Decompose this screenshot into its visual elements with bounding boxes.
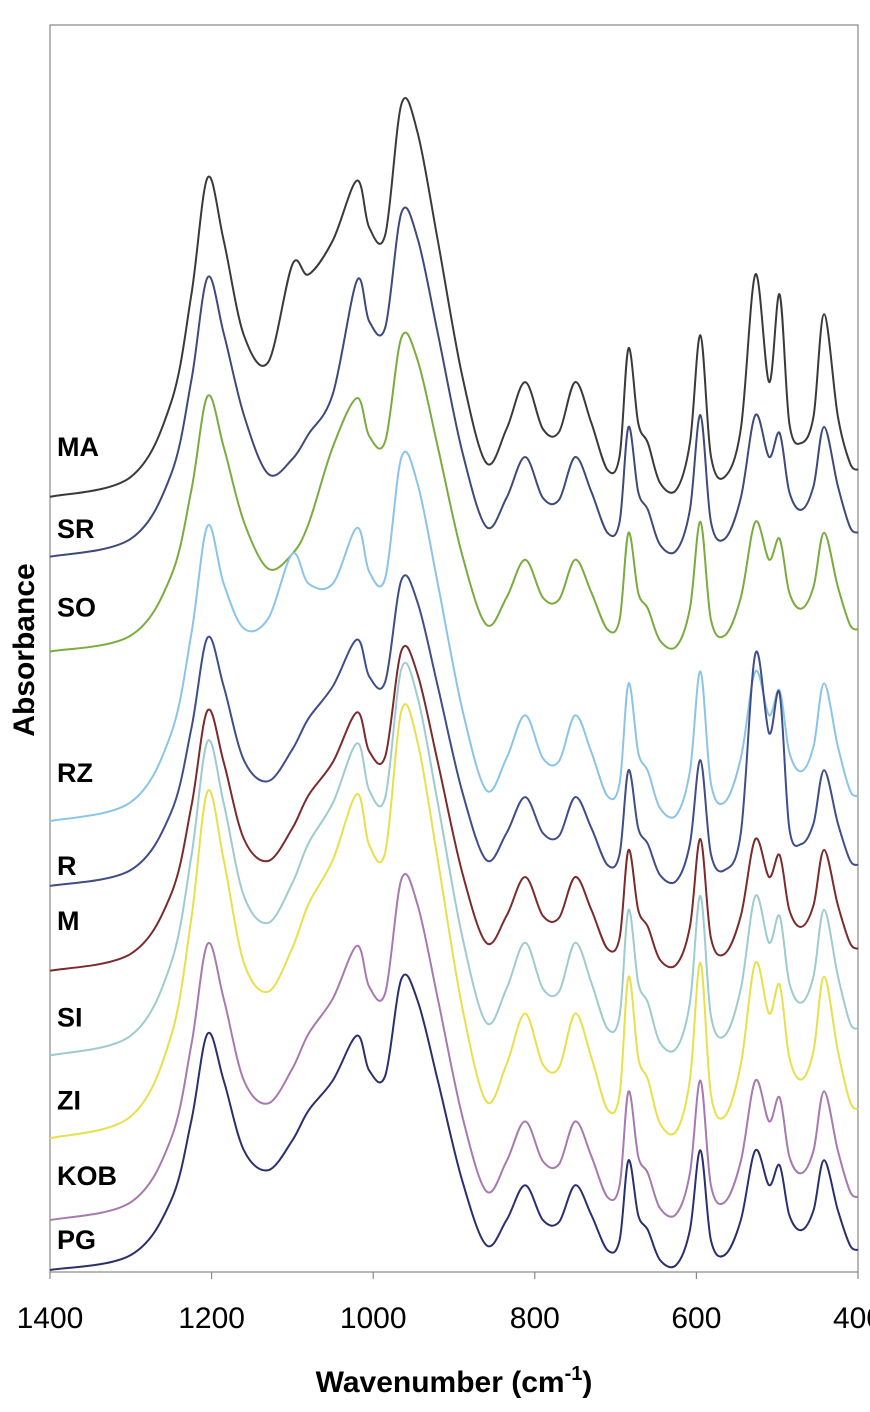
series-label: RZ [57, 758, 93, 788]
series-label: PG [57, 1225, 96, 1255]
series-label: MA [57, 432, 99, 462]
spectrum-line [49, 450, 859, 823]
series-label: SI [57, 1003, 83, 1033]
spectrum-line [49, 97, 859, 498]
spectrum-line [49, 331, 859, 653]
spectrum-line [49, 872, 859, 1222]
x-tick-label: 1000 [340, 1302, 407, 1335]
x-tick-label: 1200 [178, 1302, 245, 1335]
x-axis-title-sup: -1 [565, 1363, 583, 1385]
series-label: SO [57, 593, 96, 623]
spectrum-line [49, 661, 859, 1057]
series-label: KOB [57, 1161, 117, 1191]
x-axis-title: Wavenumber (cm-1) [316, 1363, 593, 1399]
spectrum-line [49, 703, 859, 1140]
x-tick-label: 1400 [17, 1302, 84, 1335]
spectrum-line [49, 644, 859, 972]
x-axis-title-end: ) [582, 1366, 592, 1399]
x-tick-label: 800 [510, 1302, 560, 1335]
series-label: ZI [57, 1085, 81, 1115]
plot-frame [49, 24, 859, 1273]
spectrum-line [49, 973, 859, 1271]
spectrum-line [49, 574, 859, 887]
spectrum-line [49, 206, 859, 558]
series-label: R [57, 851, 77, 881]
series-label: M [57, 906, 80, 936]
x-tick-label: 400 [833, 1302, 870, 1335]
x-axis-title-text: Wavenumber (cm [316, 1366, 565, 1399]
y-axis-title: Absorbance [8, 563, 41, 736]
series-label: SR [57, 514, 95, 544]
x-tick-label: 600 [671, 1302, 721, 1335]
